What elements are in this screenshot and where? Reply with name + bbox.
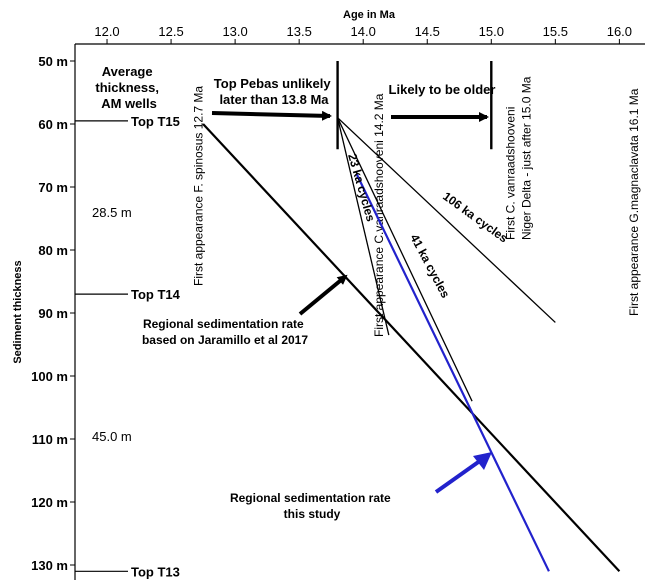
regional-this-study-arrow <box>434 456 486 494</box>
y-tick-label: 90 m <box>38 306 68 321</box>
regional-jaramillo-label: Regional sedimentation rate based on Jar… <box>142 317 308 347</box>
regional-jaramillo-arrow <box>298 274 348 316</box>
y-tick-label: 100 m <box>31 369 68 384</box>
x-tick-label: 16.0 <box>607 24 632 39</box>
x-tick-label: 14.5 <box>415 24 440 39</box>
interval-thickness-label: 45.0 m <box>92 429 132 444</box>
regional-this-study-label: Regional sedimentation rate this study <box>230 491 394 521</box>
top-pebas-label: Top Pebas unlikely later than 13.8 Ma <box>214 76 334 107</box>
y-tick-label: 130 m <box>31 558 68 573</box>
regional-this-study-arrowhead <box>473 452 492 470</box>
y-tick-label: 80 m <box>38 243 68 258</box>
marker-label: First appearance G.magnaclavata 16.1 Ma <box>627 88 641 316</box>
cycles-41-label: 41 ka cycles <box>407 232 452 301</box>
cycles-106-label: 106 ka cycles <box>440 189 511 246</box>
x-tick-label: 15.5 <box>543 24 568 39</box>
y-ticks: 50 m 60 m 70 m 80 m 90 m 100 m 110 m 120 m 130 m <box>31 54 75 573</box>
y-tick-label: 70 m <box>38 180 68 195</box>
y-tick-label: 50 m <box>38 54 68 69</box>
marker-label: First C. vanraadshooveni <box>503 107 517 240</box>
series-line-1 <box>202 123 621 573</box>
likely-older-label: Likely to be older <box>389 82 496 97</box>
y-tick-label: 120 m <box>31 495 68 510</box>
series-lines <box>202 117 621 573</box>
x-ticks: 12.0 12.5 13.0 13.5 14.0 14.5 15.0 15.5 16.0 <box>94 24 632 44</box>
series-line-3 <box>336 117 390 336</box>
y-axis-title: Sediment thickness <box>12 260 24 363</box>
x-tick-label: 14.0 <box>351 24 376 39</box>
y-tick-label: 110 m <box>32 432 68 447</box>
marker-label-line2: Niger Delta - just after 15.0 Ma <box>519 76 533 240</box>
average-thickness-label: Average thickness, AM wells <box>95 64 162 111</box>
y-tick-label: 60 m <box>38 117 68 132</box>
x-tick-label: 13.0 <box>222 24 247 39</box>
interval-thickness-label: 28.5 m <box>92 205 132 220</box>
series-line-5 <box>337 117 556 323</box>
x-axis-title: Age in Ma <box>343 9 396 21</box>
vertical-markers: First appearance F. spinosus 12.7 Ma Firs… <box>192 61 641 337</box>
x-axis: Age in Ma 12.0 12.5 13.0 13.5 14.0 14.5 15.0 15… <box>75 9 645 45</box>
formation-top-label: Top T13 <box>131 564 180 579</box>
series-line-2 <box>355 173 550 572</box>
top-pebas-arrow <box>211 110 332 121</box>
y-axis: Sediment thickness 50 m 60 m 70 m 80 m 90 m 1… <box>12 44 76 580</box>
x-tick-label: 13.5 <box>287 24 312 39</box>
x-tick-label: 12.5 <box>158 24 183 39</box>
formation-top-label: Top T15 <box>131 114 180 129</box>
formation-top-label: Top T14 <box>131 287 181 302</box>
marker-label: First appearance F. spinosus 12.7 Ma <box>192 86 206 286</box>
x-tick-label: 15.0 <box>479 24 504 39</box>
series-line-4 <box>336 117 473 402</box>
x-tick-label: 12.0 <box>94 24 119 39</box>
formation-tops: Top T15 Top T14 Top T13 28.5 m 45.0 m <box>75 114 181 579</box>
